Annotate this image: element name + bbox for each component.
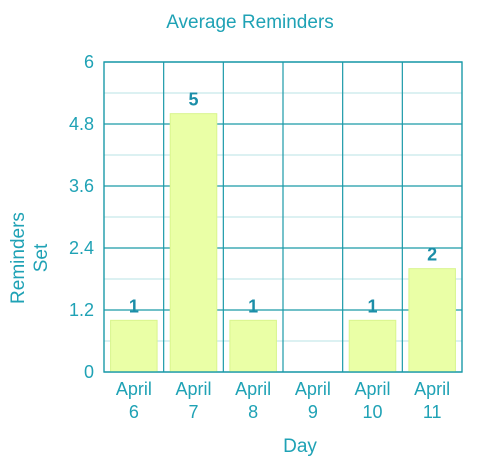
- x-tick-label-month: April: [295, 379, 331, 399]
- chart-title: Average Reminders: [166, 12, 334, 33]
- plot-frame: [103, 61, 463, 373]
- x-axis-label: Day: [283, 436, 317, 457]
- x-tick-label-day: 8: [248, 402, 258, 422]
- bar-value-label: 2: [427, 245, 437, 265]
- y-tick-label: 0: [84, 362, 94, 382]
- x-tick-label-day: 9: [308, 402, 318, 422]
- bar-value-label: 1: [248, 296, 258, 316]
- y-tick-label: 1.2: [69, 300, 94, 320]
- x-tick-label-day: 10: [362, 402, 382, 422]
- y-tick-label: 2.4: [69, 238, 94, 258]
- bars: [110, 113, 456, 373]
- y-axis-label-line-1: Reminders: [8, 212, 29, 304]
- x-tick-label-month: April: [354, 379, 390, 399]
- x-tick-label-month: April: [414, 379, 450, 399]
- y-tick-label: 4.8: [69, 114, 94, 134]
- bar: [110, 319, 158, 373]
- bar-value-label: 5: [188, 90, 198, 110]
- labels: 0 1.2 2.4 3.6 4.8 6 1 April 6 5 April 7 1 April 8 April…: [69, 52, 450, 422]
- bar-value-label: 1: [129, 296, 139, 316]
- bar: [169, 113, 218, 373]
- x-tick-label-day: 7: [188, 402, 198, 422]
- x-tick-label-month: April: [235, 379, 271, 399]
- bar: [348, 319, 397, 373]
- bar: [229, 319, 277, 373]
- x-tick-label-day: 6: [129, 402, 139, 422]
- x-tick-label-month: April: [175, 379, 211, 399]
- y-tick-label: 6: [84, 52, 94, 72]
- x-tick-label-day: 11: [423, 402, 442, 422]
- grid: [104, 61, 462, 373]
- y-axis-label-line-2: Set: [31, 243, 52, 272]
- bar: [408, 268, 456, 373]
- x-tick-label-month: April: [116, 379, 152, 399]
- y-tick-label: 3.6: [69, 176, 94, 196]
- bar-value-label: 1: [367, 296, 377, 316]
